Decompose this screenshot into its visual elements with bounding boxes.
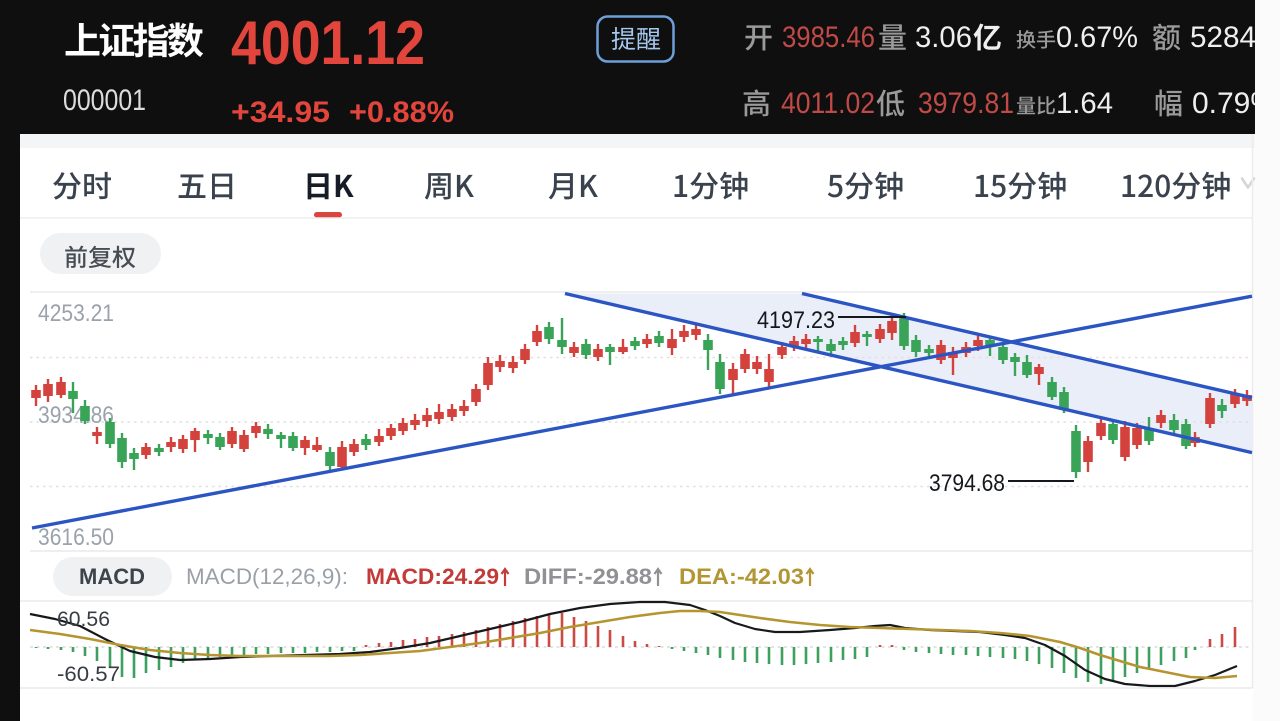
svg-text:+34.95: +34.95 bbox=[231, 96, 330, 129]
svg-text:0.67%: 0.67% bbox=[1056, 21, 1138, 54]
svg-text:DEA:-42.03: DEA:-42.03 bbox=[679, 564, 804, 589]
svg-text:000001: 000001 bbox=[63, 84, 146, 117]
svg-text:3934.86: 3934.86 bbox=[38, 402, 114, 429]
svg-text:1.64: 1.64 bbox=[1056, 87, 1113, 120]
svg-text:MACD:24.29: MACD:24.29 bbox=[366, 564, 499, 589]
svg-text:4001.12: 4001.12 bbox=[231, 9, 425, 78]
svg-text:MACD(12,26,9):: MACD(12,26,9): bbox=[186, 564, 348, 589]
svg-text:MACD: MACD bbox=[79, 564, 145, 589]
svg-text:3794.68: 3794.68 bbox=[929, 470, 1005, 497]
svg-text:3616.50: 3616.50 bbox=[38, 524, 114, 551]
svg-text:4253.21: 4253.21 bbox=[38, 300, 114, 327]
svg-text:60.56: 60.56 bbox=[57, 608, 110, 631]
svg-text:+0.88%: +0.88% bbox=[349, 96, 454, 129]
svg-text:3979.81: 3979.81 bbox=[918, 87, 1014, 120]
svg-text:-60.57: -60.57 bbox=[57, 663, 120, 686]
svg-text:DIFF:-29.88: DIFF:-29.88 bbox=[524, 564, 652, 589]
svg-text:3985.46: 3985.46 bbox=[782, 21, 875, 54]
svg-text:5284: 5284 bbox=[1190, 21, 1256, 54]
svg-text:0.79%: 0.79% bbox=[1192, 87, 1277, 120]
svg-text:4197.23: 4197.23 bbox=[757, 307, 835, 334]
svg-text:4011.02: 4011.02 bbox=[781, 87, 875, 120]
svg-text:3.06: 3.06 bbox=[915, 21, 972, 54]
